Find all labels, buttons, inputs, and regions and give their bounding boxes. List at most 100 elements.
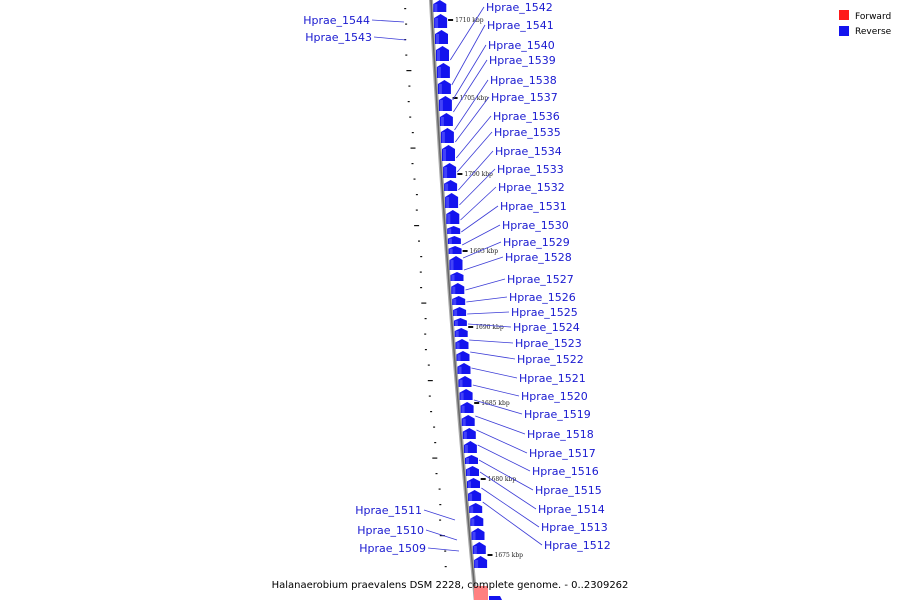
gene-label-hprae-1533[interactable]: Hprae_1533 xyxy=(497,163,564,176)
leader-line xyxy=(462,224,501,246)
kbp-tick-label: 1705 kbp xyxy=(460,95,489,102)
gene-label-hprae-1524[interactable]: Hprae_1524 xyxy=(513,321,580,334)
gene-highlight xyxy=(463,431,467,439)
gene-highlight xyxy=(466,458,469,464)
leader-line xyxy=(456,131,493,173)
gene-highlight xyxy=(436,34,439,44)
gene-label-hprae-1539[interactable]: Hprae_1539 xyxy=(489,54,556,67)
gene-highlight xyxy=(475,560,479,568)
gc-skew-mark xyxy=(424,318,427,320)
reverse-gene-block xyxy=(489,596,502,600)
gene-highlight xyxy=(469,493,473,501)
gene-label-hprae-1535[interactable]: Hprae_1535 xyxy=(494,126,561,139)
gene-label-hprae-1511[interactable]: Hprae_1511 xyxy=(355,504,422,517)
gene-label-hprae-1512[interactable]: Hprae_1512 xyxy=(544,539,611,552)
leader-line xyxy=(479,471,537,510)
gene-label-hprae-1525[interactable]: Hprae_1525 xyxy=(511,306,578,319)
gene-highlight xyxy=(437,50,440,61)
gc-skew-mark xyxy=(434,442,437,444)
gc-skew-mark xyxy=(430,411,433,413)
gene-label-hprae-1534[interactable]: Hprae_1534 xyxy=(495,145,562,158)
gc-skew-mark xyxy=(424,333,427,335)
gene-label-hprae-1532[interactable]: Hprae_1532 xyxy=(498,181,565,194)
gene-label-hprae-1517[interactable]: Hprae_1517 xyxy=(529,447,596,460)
leader-line xyxy=(466,296,508,303)
leader-line xyxy=(471,367,518,379)
gene-label-hprae-1522[interactable]: Hprae_1522 xyxy=(517,353,584,366)
gc-skew-mark xyxy=(407,101,410,103)
gene-label-hprae-1529[interactable]: Hprae_1529 xyxy=(503,236,570,249)
gene-highlight xyxy=(435,18,439,28)
figure-caption: Halanaerobium praevalens DSM 2228, compl… xyxy=(272,580,629,591)
gene-label-hprae-1521[interactable]: Hprae_1521 xyxy=(519,372,586,385)
gene-label-hprae-1513[interactable]: Hprae_1513 xyxy=(541,521,608,534)
gene-highlight xyxy=(470,506,474,513)
gene-highlight xyxy=(444,167,448,178)
gene-label-hprae-1540[interactable]: Hprae_1540 xyxy=(488,39,555,52)
leader-line xyxy=(467,323,512,328)
gene-highlight xyxy=(454,320,458,326)
gene-label-hprae-1515[interactable]: Hprae_1515 xyxy=(535,484,602,497)
gene-label-hprae-1531[interactable]: Hprae_1531 xyxy=(500,200,567,213)
leader-line xyxy=(460,186,497,221)
gene-label-hprae-1520[interactable]: Hprae_1520 xyxy=(521,390,588,403)
kbp-tick xyxy=(480,478,486,480)
leader-line xyxy=(475,415,526,435)
backbone-core xyxy=(430,0,477,600)
gene-label-hprae-1538[interactable]: Hprae_1538 xyxy=(490,74,557,87)
gene-highlight xyxy=(438,84,442,94)
gc-skew-mark xyxy=(419,271,422,273)
leader-line xyxy=(477,444,531,472)
leader-line xyxy=(470,351,516,360)
gene-label-hprae-1509[interactable]: Hprae_1509 xyxy=(359,542,426,555)
gene-highlight xyxy=(448,238,452,244)
legend-swatch-reverse xyxy=(839,26,849,36)
leader-line xyxy=(453,59,488,113)
gene-label-hprae-1510[interactable]: Hprae_1510 xyxy=(357,524,424,537)
gc-skew-mark xyxy=(409,116,412,118)
gc-skew-mark xyxy=(439,504,442,506)
gene-highlight xyxy=(454,310,458,316)
gene-label-hprae-1537[interactable]: Hprae_1537 xyxy=(491,91,558,104)
kbp-tick xyxy=(452,97,458,99)
gc-skew-mark xyxy=(405,23,408,25)
gene-label-hprae-1518[interactable]: Hprae_1518 xyxy=(527,428,594,441)
kbp-tick xyxy=(468,326,474,328)
leader-line xyxy=(425,529,458,541)
gene-label-hprae-1514[interactable]: Hprae_1514 xyxy=(538,503,605,516)
legend-label-forward: Forward xyxy=(855,12,891,22)
leader-line xyxy=(454,79,489,131)
gene-highlight xyxy=(468,481,471,488)
gc-skew-mark xyxy=(438,488,441,490)
gene-highlight xyxy=(440,117,444,126)
gene-label-hprae-1530[interactable]: Hprae_1530 xyxy=(502,219,569,232)
gc-skew-mark xyxy=(432,457,438,459)
gene-label-hprae-1519[interactable]: Hprae_1519 xyxy=(524,408,591,421)
gene-highlight xyxy=(448,228,452,234)
gene-label-hprae-1527[interactable]: Hprae_1527 xyxy=(507,273,574,286)
kbp-ticks: 1710 kbp 1705 kbp 1700 kbp 1695 kbp 1690 kbp… xyxy=(448,17,523,559)
gene-label-hprae-1523[interactable]: Hprae_1523 xyxy=(515,337,582,350)
gene-highlight xyxy=(447,214,451,224)
kbp-tick xyxy=(448,19,454,21)
gene-label-hprae-1544[interactable]: Hprae_1544 xyxy=(303,14,370,27)
leader-line xyxy=(469,339,514,344)
gc-skew-mark xyxy=(435,473,438,475)
gene-label-hprae-1541[interactable]: Hprae_1541 xyxy=(487,19,554,32)
gc-skew-mark xyxy=(406,70,412,72)
gene-highlight xyxy=(453,299,457,305)
gc-skew-mark xyxy=(415,194,418,196)
gene-label-hprae-1536[interactable]: Hprae_1536 xyxy=(493,110,560,123)
leader-line xyxy=(472,384,520,397)
legend-swatch-forward xyxy=(839,10,849,20)
gc-skew-mark xyxy=(428,395,431,397)
gene-highlight xyxy=(446,197,450,208)
leader-line xyxy=(451,24,486,86)
gene-label-hprae-1542[interactable]: Hprae_1542 xyxy=(486,1,553,14)
gene-label-hprae-1528[interactable]: Hprae_1528 xyxy=(505,251,572,264)
gene-label-hprae-1543[interactable]: Hprae_1543 xyxy=(305,31,372,44)
gene-label-hprae-1526[interactable]: Hprae_1526 xyxy=(509,291,576,304)
gene-label-hprae-1516[interactable]: Hprae_1516 xyxy=(532,465,599,478)
gc-skew-mark xyxy=(411,163,414,165)
gene-highlight xyxy=(441,132,445,143)
